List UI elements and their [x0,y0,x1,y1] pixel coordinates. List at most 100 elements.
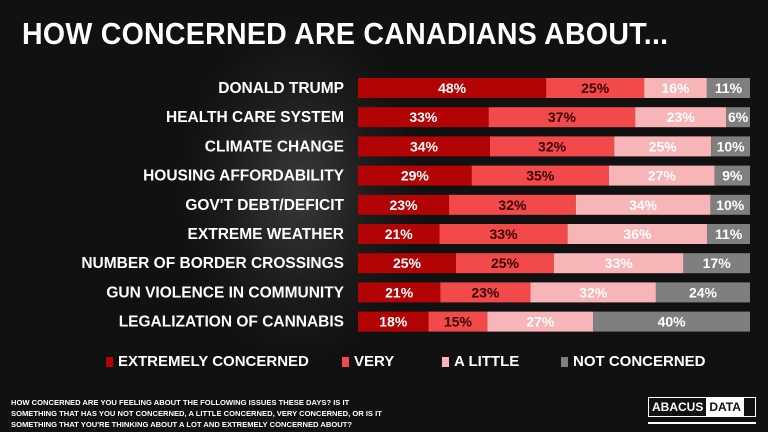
category-label: HEALTH CARE SYSTEM [166,109,344,126]
bar-segment [635,107,727,128]
bar-segment [439,224,568,244]
category-label: GOV'T DEBT/DEFICIT [185,197,344,214]
bar-segment [358,253,456,274]
bar-segment [683,253,750,274]
data-label: 6% [728,109,749,125]
data-label: 33% [409,109,438,125]
data-label: 23% [471,284,500,300]
legend-label: A LITTLE [454,353,520,370]
bar-segment [726,107,750,128]
data-label: 21% [385,284,414,300]
abacus-data-logo: ABACUS DATA [648,397,756,424]
data-label: 9% [722,168,743,184]
data-label: 33% [605,255,634,271]
data-label: 25% [393,255,422,271]
category-label: HOUSING AFFORDABILITY [143,168,345,185]
category-label: CLIMATE CHANGE [205,138,344,155]
logo-text-data: DATA [706,398,744,416]
bar-segment [449,194,576,215]
bar-segment [567,224,708,244]
bar-segment [554,253,684,274]
bar-segment [358,107,489,128]
bar-segment [489,136,615,157]
legend-swatch [342,356,349,367]
logo-line [648,422,756,424]
data-label: 10% [717,138,746,154]
data-label: 34% [410,138,439,154]
bar-segment [456,253,554,274]
bar-segment [575,194,711,215]
data-label: 10% [716,197,745,213]
bar-segment [530,282,656,303]
legend-label: EXTREMELY CONCERNED [118,353,309,370]
legend-item-very: VERY [342,353,394,370]
data-label: 17% [703,255,732,271]
bar-segment [358,136,490,157]
chart-title: HOW CONCERNED ARE CANADIANS ABOUT... [22,16,669,51]
data-label: 25% [649,138,678,154]
bar-segment [593,311,750,332]
bar-segment [358,224,440,244]
category-label: LEGALIZATION OF CANNABIS [119,314,344,331]
data-label: 11% [715,80,743,96]
data-label: 21% [385,226,414,242]
bar-segment [614,136,712,157]
legend-swatch [561,356,568,367]
legend-item-a-little: A LITTLE [442,353,519,370]
data-label: 29% [401,168,430,184]
data-label: 34% [629,197,658,213]
data-label: 18% [379,314,408,330]
category-label: NUMBER OF BORDER CROSSINGS [81,255,344,272]
data-label: 23% [667,109,696,125]
data-label: 27% [648,168,677,184]
bar-segment [711,136,750,157]
data-label: 23% [390,197,419,213]
data-label: 16% [662,80,691,96]
bar-segment [487,311,594,332]
data-label: 25% [491,255,520,271]
data-label: 48% [438,80,467,96]
bar-segment [471,165,609,186]
bar-segment [358,194,450,215]
bar-segment [488,107,636,128]
data-label: 35% [526,168,555,184]
bar-segment [358,282,441,303]
bar-segment [714,165,750,186]
category-label: EXTREME WEATHER [188,226,344,243]
data-label: 40% [658,314,687,330]
survey-question-footnote: HOW CONCERNED ARE YOU FEELING ABOUT THE … [11,398,382,429]
bar-segment [710,194,750,215]
data-label: 37% [548,109,577,125]
bar-segment [707,224,750,244]
data-label: 36% [623,226,652,242]
legend-label: NOT CONCERNED [573,353,706,370]
bar-segment [608,165,715,186]
data-label: 11% [715,226,743,242]
bar-segment [644,78,707,98]
data-label: 32% [579,284,608,300]
data-label: 15% [444,314,473,330]
legend-swatch [442,356,449,367]
data-label: 32% [498,197,527,213]
bar-segment [358,78,547,98]
bar-segment [655,282,750,303]
bar-segment [440,282,531,303]
logo-text-abacus: ABACUS [652,400,704,414]
data-label: 27% [526,314,555,330]
data-label: 32% [538,138,567,154]
legend-item-extremely: EXTREMELY CONCERNED [106,353,309,370]
bar-segment [358,311,429,332]
data-label: 33% [490,226,519,242]
data-label: 25% [581,80,610,96]
category-label: DONALD TRUMP [218,80,344,97]
legend-label: VERY [354,353,395,370]
bar-segment [546,78,645,98]
bar-segment [358,165,472,186]
bar-segment [428,311,488,332]
data-label: 24% [689,284,718,300]
legend-swatch [106,356,113,367]
bar-segment [706,78,750,98]
legend-item-not-concerned: NOT CONCERNED [561,353,706,370]
category-label: GUN VIOLENCE IN COMMUNITY [106,284,344,301]
